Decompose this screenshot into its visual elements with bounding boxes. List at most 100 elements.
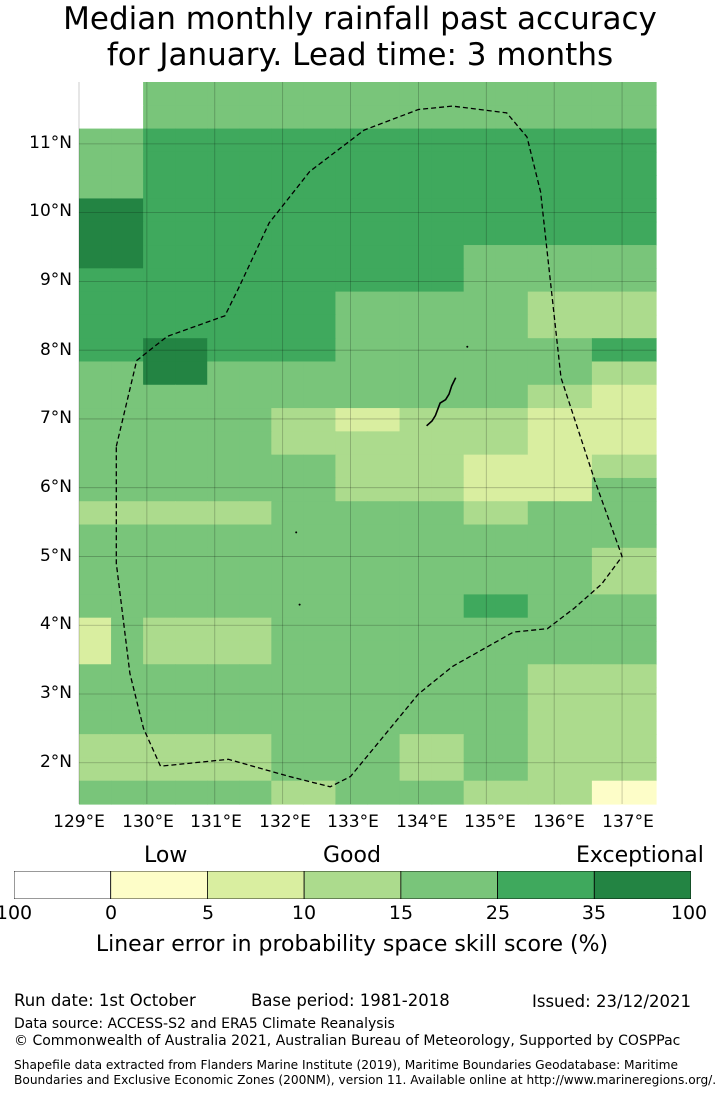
skill-cell [335,687,369,712]
skill-cell [367,198,401,223]
skill-cell [303,547,337,572]
skill-cell [527,571,561,595]
skill-cell [623,338,657,363]
skill-cell [399,268,433,293]
skill-cell [271,128,304,153]
skill-cell [591,105,625,130]
skill-cell [335,757,369,782]
skill-cell [591,687,625,712]
skill-cell [271,640,304,665]
skill-cell [559,408,593,432]
skill-cell [239,221,272,246]
skill-cell [463,477,497,502]
skill-cell [463,408,497,432]
skill-cell [143,151,176,176]
skill-cell [399,198,433,223]
skill-cell [111,734,144,759]
skill-cell [271,524,304,549]
skill-cell [623,384,657,409]
lon-tick-label: 130°E [122,812,174,832]
skill-cell [239,594,272,619]
skill-cell [623,245,657,269]
skill-cell [271,664,304,689]
skill-cell [175,268,208,293]
skill-cell [623,408,657,432]
skill-cell [527,361,561,386]
skill-cell [175,664,208,689]
skill-cell [431,571,465,595]
skill-cell [623,780,657,805]
skill-cell [175,408,208,432]
skill-cell [495,594,529,619]
skill-cell [591,710,625,735]
skill-cell [335,361,369,386]
skill-cell [271,105,304,130]
skill-cell [207,617,240,642]
skill-cell [431,268,465,293]
graticule [78,82,656,804]
islet [298,603,301,606]
skill-cell [559,314,593,339]
skill-cell [335,268,369,293]
skill-cell [79,640,112,665]
skill-cell [559,454,593,479]
skill-cell [143,338,176,363]
skill-cell [111,431,144,456]
skill-cell [175,780,208,805]
skill-cell [463,82,497,106]
skill-cell [431,338,465,363]
skill-cell [399,571,433,595]
skill-cell [271,780,304,805]
colorbar-tick: 0 [104,902,118,924]
islet [466,345,469,348]
skill-cell [623,640,657,665]
skill-cell [335,734,369,759]
skill-cell [335,640,369,665]
skill-cell [335,291,369,316]
skill-cell [79,431,112,456]
skill-cell [367,221,401,246]
skill-cell [399,454,433,479]
skill-cell [143,454,176,479]
skill-cell [623,268,657,293]
skill-cell [175,501,208,526]
skill-cell [303,664,337,689]
skill-cell [431,82,465,106]
skill-cell [623,431,657,456]
lat-tick-label: 6°N [39,477,72,497]
skill-cell [559,477,593,502]
skill-cell [527,384,561,409]
skill-cell [175,245,208,269]
skill-cell [207,291,240,316]
skill-cell [559,221,593,246]
skill-cell [591,175,625,200]
lon-tick-label: 129°E [53,812,105,832]
skill-cell [335,82,369,106]
skill-cell [431,408,465,432]
skill-cell [367,105,401,130]
skill-cell [559,431,593,456]
skill-cell [303,314,337,339]
skill-cell [143,501,176,526]
skill-cell [399,105,433,130]
skill-cell [111,151,144,176]
skill-cell [175,221,208,246]
skill-cell [143,198,176,223]
skill-cell [175,454,208,479]
skill-cell [527,291,561,316]
skill-cell [559,105,593,130]
skill-cell [79,245,112,269]
skill-cell [111,338,144,363]
skill-cell [463,547,497,572]
skill-cell [175,477,208,502]
skill-cell [527,314,561,339]
skill-cell [79,291,112,316]
skill-cell [463,687,497,712]
skill-cell [463,314,497,339]
skill-cell [527,198,561,223]
skill-cell [143,687,176,712]
skill-cell [527,105,561,130]
skill-cell [463,501,497,526]
skill-cell [463,175,497,200]
skill-cell [143,477,176,502]
